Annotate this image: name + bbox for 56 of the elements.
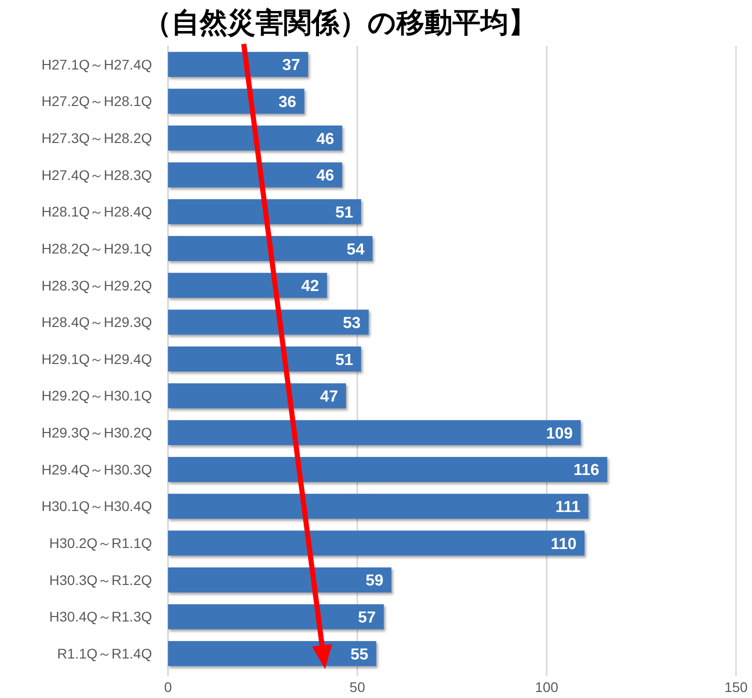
bar [168,456,608,482]
data-label: 51 [335,204,354,222]
bar [168,346,362,372]
bar [168,162,342,188]
x-tick-label: 100 [534,679,559,695]
chart-title: （自然災害関係）の移動平均】 [144,6,536,39]
y-tick-label: H30.3Q～R1.2Q [49,572,152,588]
data-label: 110 [550,536,577,553]
data-label: 59 [366,572,384,590]
x-tick-label: 150 [724,679,748,695]
data-label: 57 [358,610,376,627]
x-tick-label: 0 [164,679,172,695]
bar [168,88,304,114]
data-label: 51 [335,352,354,369]
bar [168,567,392,592]
bar [168,272,328,298]
y-tick-label: H27.1Q～H27.4Q [42,56,152,72]
bar [168,199,362,224]
data-label: 55 [350,646,368,664]
y-tick-label: H27.4Q～H28.3Q [42,166,152,183]
y-tick-label: H30.1Q～H30.4Q [42,498,152,514]
bar [168,383,346,408]
y-tick-label: H30.2Q～R1.1Q [49,535,152,552]
bar [168,494,588,519]
y-tick-label: H28.4Q～H29.3Q [42,314,152,330]
data-label: 46 [316,168,334,185]
data-label: 36 [278,94,296,111]
data-label: 42 [301,278,320,296]
data-label: 53 [342,314,361,332]
bar [168,310,369,335]
data-label: 37 [282,57,300,74]
bar [168,530,585,556]
y-tick-label: H28.3Q～H29.2Q [42,277,152,294]
y-tick-label: H29.2Q～H30.1Q [42,388,152,404]
y-tick-label: H29.1Q～H29.4Q [42,350,152,367]
data-label: 109 [546,425,573,442]
bar [168,641,376,666]
y-tick-label: H29.3Q～H30.2Q [42,424,152,441]
bar [168,236,372,262]
data-label: 54 [346,241,365,258]
y-tick-label: H28.1Q～H28.4Q [42,204,152,220]
y-tick-label: H29.4Q～H30.3Q [42,461,152,478]
y-tick-label: R1.1Q～R1.4Q [57,645,152,662]
y-tick-label: H27.3Q～H28.2Q [42,130,152,146]
bar [168,604,384,630]
data-label: 47 [320,388,338,406]
y-tick-label: H30.4Q～R1.3Q [49,608,152,625]
y-tick-label: H28.2Q～H29.1Q [42,240,152,256]
bar [168,126,342,151]
bar [168,52,308,77]
data-label: 111 [555,499,580,516]
data-label: 46 [316,130,334,148]
data-label: 116 [573,462,600,480]
y-tick-label: H27.2Q～H28.1Q [42,93,152,110]
bar [168,420,581,446]
x-tick-label: 50 [350,679,366,695]
